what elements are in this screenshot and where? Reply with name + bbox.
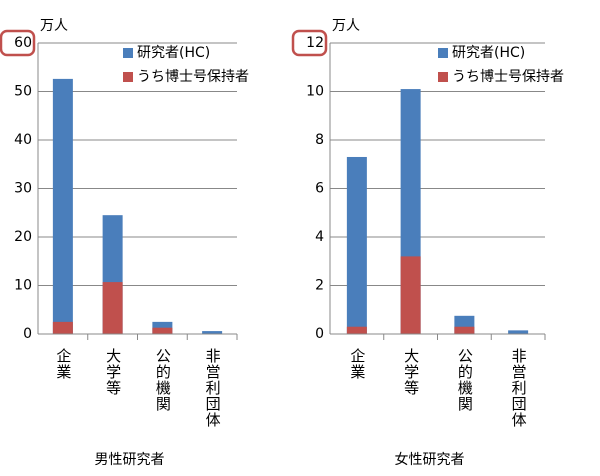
x-tick-label: 非営利団体 bbox=[204, 348, 222, 428]
unit-label: 万人 bbox=[332, 18, 360, 34]
legend-swatch bbox=[123, 48, 133, 58]
y-tick-label: 6 bbox=[315, 181, 324, 197]
bar bbox=[102, 282, 123, 334]
bar bbox=[52, 321, 73, 334]
x-tick-label: 公的機関 bbox=[154, 348, 172, 412]
unit-label: 万人 bbox=[40, 18, 68, 34]
x-tick-label: 企業 bbox=[54, 347, 72, 380]
y-tick-label: 50 bbox=[14, 84, 32, 100]
bar bbox=[346, 156, 367, 334]
y-tick-label: 2 bbox=[315, 278, 324, 294]
highlight-box bbox=[291, 29, 328, 57]
y-tick-label: 20 bbox=[14, 229, 32, 245]
bar bbox=[152, 327, 173, 334]
x-tick-label: 企業 bbox=[348, 347, 366, 380]
legend-swatch bbox=[438, 48, 448, 58]
y-tick-label: 12 bbox=[306, 35, 324, 51]
y-tick-label: 8 bbox=[315, 132, 324, 148]
x-axis-title: 女性研究者 bbox=[395, 451, 465, 468]
legend-swatch bbox=[438, 72, 448, 82]
bar bbox=[346, 326, 367, 334]
y-tick-label: 10 bbox=[14, 278, 32, 294]
highlight-box bbox=[0, 29, 36, 57]
legend-label: 研究者(HC) bbox=[452, 45, 525, 61]
legend-label: うち博士号保持者 bbox=[137, 68, 249, 85]
x-tick-label: 大学等 bbox=[104, 348, 122, 396]
y-tick-label: 10 bbox=[306, 84, 324, 100]
x-axis-title: 男性研究者 bbox=[95, 452, 165, 468]
bar bbox=[400, 256, 421, 334]
y-tick-label: 4 bbox=[315, 229, 324, 245]
x-tick-label: 非営利団体 bbox=[510, 348, 528, 428]
bar bbox=[454, 326, 475, 334]
y-tick-label: 60 bbox=[14, 35, 32, 51]
y-tick-label: 30 bbox=[14, 181, 32, 197]
x-tick-label: 大学等 bbox=[402, 348, 420, 396]
y-tick-label: 0 bbox=[23, 326, 32, 342]
y-tick-label: 0 bbox=[315, 326, 324, 342]
x-tick-label: 公的機関 bbox=[456, 348, 474, 412]
bar bbox=[508, 330, 529, 334]
bar bbox=[52, 78, 73, 334]
bar bbox=[202, 331, 223, 334]
legend-swatch bbox=[123, 72, 133, 82]
legend-label: 研究者(HC) bbox=[137, 45, 210, 61]
y-tick-label: 40 bbox=[14, 132, 32, 148]
legend-label: うち博士号保持者 bbox=[452, 68, 564, 85]
